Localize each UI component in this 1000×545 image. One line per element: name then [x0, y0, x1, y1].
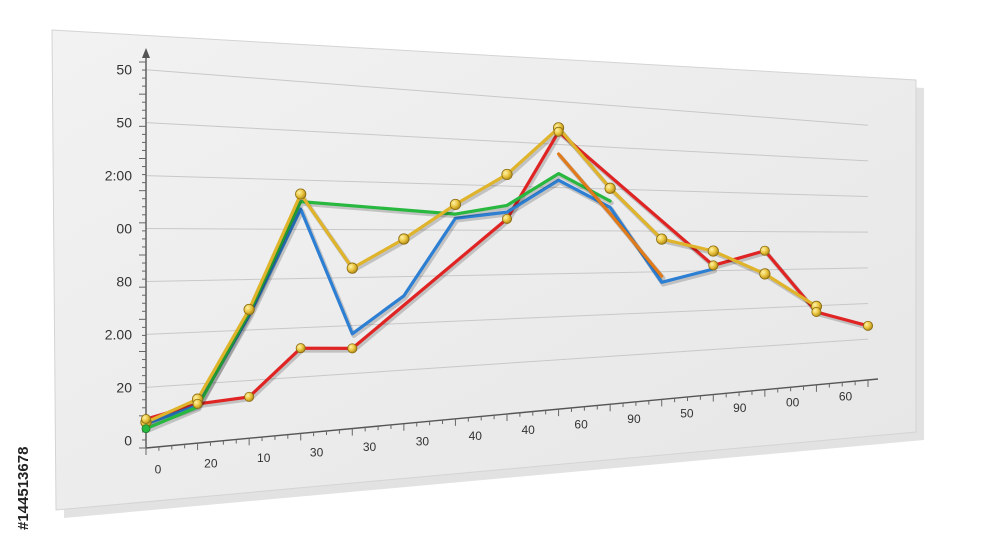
x-tick-label: 40 — [522, 423, 536, 437]
data-point — [811, 307, 822, 318]
axis-layer — [139, 48, 879, 455]
data-point — [501, 213, 512, 224]
series-shadow — [145, 173, 614, 433]
series-shadow — [145, 127, 821, 427]
y-axis-arrow — [142, 48, 150, 58]
gridline — [145, 122, 869, 162]
series-line — [144, 126, 818, 424]
data-point — [759, 245, 770, 256]
x-tick-label: 60 — [839, 390, 853, 404]
data-point — [449, 198, 462, 211]
x-tick-label: 30 — [416, 434, 430, 448]
data-point — [656, 233, 668, 245]
data-point — [398, 233, 410, 245]
y-tick-label: 20 — [116, 379, 132, 395]
data-point — [759, 268, 771, 280]
x-tick-label: 40 — [469, 429, 483, 443]
data-point — [295, 188, 307, 200]
data-point — [707, 245, 719, 257]
x-tick-label: 50 — [680, 406, 694, 420]
gridline — [145, 175, 869, 198]
x-tick-label: 20 — [204, 457, 218, 471]
x-tick-label: 90 — [627, 412, 641, 426]
x-tick-label: 30 — [363, 440, 377, 454]
y-tick-labels: 50 50 2:00 00 80 2.00 20 0 — [105, 62, 132, 449]
marker-layer — [140, 122, 874, 434]
x-tick-label: 0 — [155, 462, 162, 476]
data-point — [553, 126, 564, 137]
y-tick-label: 50 — [116, 115, 132, 131]
data-point — [295, 343, 306, 354]
data-point — [347, 343, 358, 354]
data-point — [863, 320, 874, 331]
gridline — [145, 302, 869, 335]
grid-layer — [145, 69, 869, 388]
series-line — [557, 152, 664, 278]
data-point — [140, 414, 151, 425]
x-tick-label: 60 — [574, 418, 588, 432]
data-point — [501, 168, 513, 181]
gridline — [145, 228, 869, 233]
watermark-stock-id: #144513678 — [15, 447, 32, 530]
data-point — [244, 391, 255, 402]
data-point — [604, 182, 616, 194]
data-point — [708, 260, 719, 271]
data-point — [141, 424, 151, 434]
gridline — [145, 69, 869, 126]
x-tick-labels: 0 20 10 30 30 30 40 40 60 90 50 90 00 60 — [155, 390, 853, 477]
y-tick-label: 2.00 — [105, 326, 132, 342]
x-tick-label: 30 — [310, 446, 324, 460]
chart-board — [51, 29, 917, 511]
x-tick-label: 00 — [786, 395, 800, 409]
x-axis — [145, 378, 879, 449]
x-tick-label: 90 — [733, 401, 747, 415]
series-line — [144, 172, 612, 431]
y-tick-label: 50 — [116, 62, 132, 78]
y-tick-label: 2:00 — [105, 168, 132, 184]
data-point — [243, 303, 255, 316]
y-tick-label: 0 — [124, 432, 132, 448]
data-point — [192, 398, 203, 409]
y-tick-label: 80 — [116, 273, 132, 289]
y-tick-label: 00 — [116, 221, 132, 237]
data-point — [346, 262, 358, 274]
x-tick-label: 10 — [257, 451, 271, 465]
